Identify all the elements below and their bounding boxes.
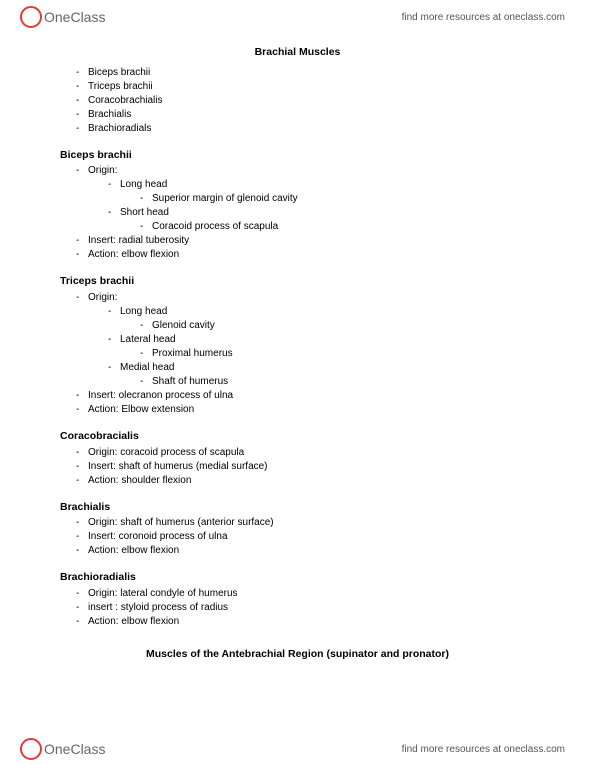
list-item: Origin: xyxy=(60,291,535,304)
section-heading: Biceps brachii xyxy=(60,149,535,163)
list-item: Long head xyxy=(60,178,535,191)
section-heading: Coracobracialis xyxy=(60,430,535,444)
section-subsublist: Shaft of humerus xyxy=(60,375,535,388)
list-item: Biceps brachii xyxy=(60,66,535,79)
list-item: Lateral head xyxy=(60,333,535,346)
section-list: Origin: lateral condyle of humerus inser… xyxy=(60,587,535,628)
list-item: insert : styloid process of radius xyxy=(60,601,535,614)
list-item: Insert: shaft of humerus (medial surface… xyxy=(60,460,535,473)
list-item: Glenoid cavity xyxy=(60,319,535,332)
section-heading: Brachialis xyxy=(60,501,535,515)
section-sublist: Short head xyxy=(60,206,535,219)
list-item: Insert: olecranon process of ulna xyxy=(60,389,535,402)
document-title: Brachial Muscles xyxy=(60,46,535,60)
list-item: Proximal humerus xyxy=(60,347,535,360)
list-item: Origin: lateral condyle of humerus xyxy=(60,587,535,600)
page-header: OneClass find more resources at oneclass… xyxy=(0,0,595,32)
list-item: Action: shoulder flexion xyxy=(60,474,535,487)
list-item: Shaft of humerus xyxy=(60,375,535,388)
section-list: Insert: radial tuberosity Action: elbow … xyxy=(60,234,535,261)
list-item: Action: elbow flexion xyxy=(60,544,535,557)
list-item: Origin: coracoid process of scapula xyxy=(60,446,535,459)
brand-name: OneClass xyxy=(44,741,105,757)
page-footer: OneClass find more resources at oneclass… xyxy=(0,734,595,764)
list-item: Coracoid process of scapula xyxy=(60,220,535,233)
list-item: Medial head xyxy=(60,361,535,374)
list-item: Origin: shaft of humerus (anterior surfa… xyxy=(60,516,535,529)
section-sublist: Lateral head xyxy=(60,333,535,346)
logo-circle-icon xyxy=(20,738,42,760)
list-item: Insert: coronoid process of ulna xyxy=(60,530,535,543)
section-subsublist: Proximal humerus xyxy=(60,347,535,360)
section-list: Insert: olecranon process of ulna Action… xyxy=(60,389,535,416)
section-subsublist: Coracoid process of scapula xyxy=(60,220,535,233)
footer-tagline: find more resources at oneclass.com xyxy=(402,744,565,755)
list-item: Short head xyxy=(60,206,535,219)
section-list: Origin: xyxy=(60,164,535,177)
intro-list: Biceps brachii Triceps brachii Coracobra… xyxy=(60,66,535,135)
document-content: Brachial Muscles Biceps brachii Triceps … xyxy=(0,32,595,661)
list-item: Action: elbow flexion xyxy=(60,615,535,628)
list-item: Triceps brachii xyxy=(60,80,535,93)
section-subsublist: Superior margin of glenoid cavity xyxy=(60,192,535,205)
section-subsublist: Glenoid cavity xyxy=(60,319,535,332)
header-tagline: find more resources at oneclass.com xyxy=(402,12,565,23)
list-item: Action: elbow flexion xyxy=(60,248,535,261)
brand-logo: OneClass xyxy=(20,738,105,760)
list-item: Coracobrachialis xyxy=(60,94,535,107)
list-item: Brachialis xyxy=(60,108,535,121)
brand-name: OneClass xyxy=(44,9,105,25)
list-item: Superior margin of glenoid cavity xyxy=(60,192,535,205)
section-list: Origin: coracoid process of scapula Inse… xyxy=(60,446,535,487)
section-sublist: Long head xyxy=(60,178,535,191)
document-subtitle: Muscles of the Antebrachial Region (supi… xyxy=(60,648,535,662)
list-item: Action: Elbow extension xyxy=(60,403,535,416)
list-item: Brachioradials xyxy=(60,122,535,135)
logo-circle-icon xyxy=(20,6,42,28)
list-item: Insert: radial tuberosity xyxy=(60,234,535,247)
section-heading: Brachioradialis xyxy=(60,571,535,585)
section-list: Origin: xyxy=(60,291,535,304)
list-item: Long head xyxy=(60,305,535,318)
section-sublist: Long head xyxy=(60,305,535,318)
section-heading: Triceps brachii xyxy=(60,275,535,289)
brand-logo: OneClass xyxy=(20,6,105,28)
list-item: Origin: xyxy=(60,164,535,177)
section-list: Origin: shaft of humerus (anterior surfa… xyxy=(60,516,535,557)
section-sublist: Medial head xyxy=(60,361,535,374)
